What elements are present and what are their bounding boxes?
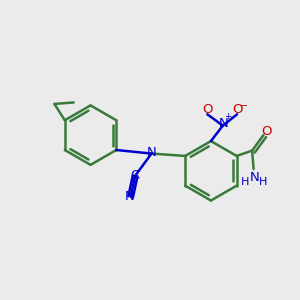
Text: N: N (147, 146, 156, 160)
Text: N: N (125, 190, 135, 203)
Text: −: − (240, 101, 248, 111)
Text: O: O (202, 103, 213, 116)
Text: O: O (261, 125, 272, 138)
Text: C: C (130, 169, 139, 182)
Text: O: O (232, 103, 242, 116)
Text: N: N (249, 171, 259, 184)
Text: +: + (224, 112, 232, 121)
Text: N: N (218, 117, 228, 130)
Text: H: H (241, 177, 250, 188)
Text: H: H (259, 177, 267, 188)
